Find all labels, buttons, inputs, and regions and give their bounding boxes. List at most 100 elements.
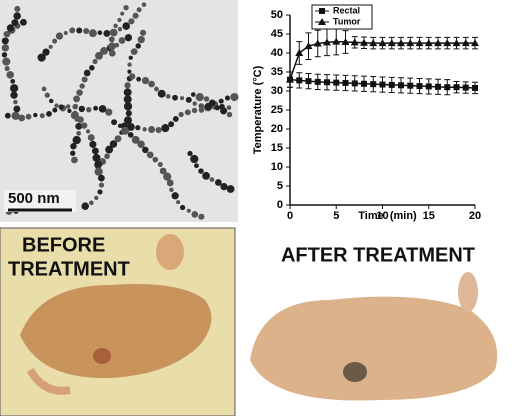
particle (152, 156, 159, 163)
particle (93, 105, 99, 111)
particle (141, 2, 147, 7)
x-tick-label: 5 (333, 210, 339, 222)
particle (117, 27, 123, 32)
particle (128, 55, 133, 60)
particle (104, 153, 110, 160)
particle (141, 76, 150, 85)
particle (41, 86, 47, 92)
point (313, 39, 322, 47)
particle (165, 94, 171, 99)
particle (172, 94, 178, 101)
particle (172, 116, 179, 122)
particle (130, 48, 138, 56)
particle (184, 109, 191, 116)
point (332, 37, 341, 45)
particle (166, 179, 174, 187)
legend-marker (319, 8, 325, 14)
particle (13, 12, 21, 20)
particle (78, 105, 86, 113)
legend-marker (318, 18, 326, 25)
particle (123, 5, 129, 11)
particle (171, 192, 179, 200)
point (342, 80, 349, 87)
particle (85, 129, 91, 134)
particle (124, 82, 131, 89)
point (350, 38, 359, 46)
particle (220, 107, 228, 115)
particle (91, 147, 99, 155)
particle (54, 103, 59, 108)
mouse-body (20, 284, 212, 379)
particle (9, 84, 19, 93)
particle (86, 106, 92, 113)
particle (79, 83, 85, 89)
particle (63, 30, 68, 36)
particle (135, 125, 141, 131)
particle (98, 105, 107, 113)
particle (14, 5, 21, 12)
particle (169, 187, 174, 193)
before-label: TREATMENT (8, 258, 130, 280)
point (370, 81, 377, 88)
particle (157, 162, 163, 168)
particle (89, 65, 95, 71)
particle (120, 126, 130, 135)
x-axis-label: Time (min) (358, 210, 417, 222)
particle (97, 174, 105, 182)
particle (137, 140, 145, 148)
particle (76, 116, 84, 124)
point (323, 38, 331, 46)
particle (108, 49, 116, 57)
particle (194, 163, 199, 169)
particle (198, 168, 204, 174)
point (453, 84, 460, 91)
particle (198, 213, 205, 220)
particle (127, 62, 132, 67)
particle (108, 36, 115, 43)
particle (186, 208, 191, 213)
particle (105, 145, 114, 154)
particle (1, 44, 10, 52)
particle (89, 140, 97, 148)
particle (44, 92, 50, 98)
particle (190, 154, 199, 164)
particle (131, 135, 140, 144)
x-tick-label: 20 (469, 210, 481, 222)
particle (123, 95, 132, 104)
particle (124, 34, 133, 42)
particle (13, 105, 21, 113)
particle (81, 76, 88, 83)
particle (123, 116, 132, 125)
particle (123, 88, 132, 97)
particle (52, 107, 58, 113)
particle (226, 111, 233, 118)
particle (80, 122, 88, 129)
point (425, 83, 432, 90)
particle (94, 160, 103, 169)
particle (98, 182, 105, 188)
particle (13, 99, 18, 105)
particle (198, 103, 205, 109)
particle (142, 127, 147, 132)
point (424, 39, 433, 47)
point (369, 39, 378, 47)
particle (48, 98, 54, 104)
mouse-body (250, 296, 498, 401)
particle (58, 104, 64, 110)
particle (76, 89, 83, 96)
y-tick-label: 25 (271, 104, 283, 116)
particle (70, 142, 77, 150)
particle (148, 126, 156, 134)
particle (117, 123, 123, 129)
particle (4, 112, 11, 119)
point (387, 39, 396, 47)
point (452, 39, 461, 47)
particle (136, 7, 142, 13)
particle (70, 150, 76, 156)
point (378, 39, 387, 47)
point (443, 39, 452, 47)
point (398, 82, 404, 89)
particle (132, 12, 139, 19)
particle (137, 35, 145, 44)
